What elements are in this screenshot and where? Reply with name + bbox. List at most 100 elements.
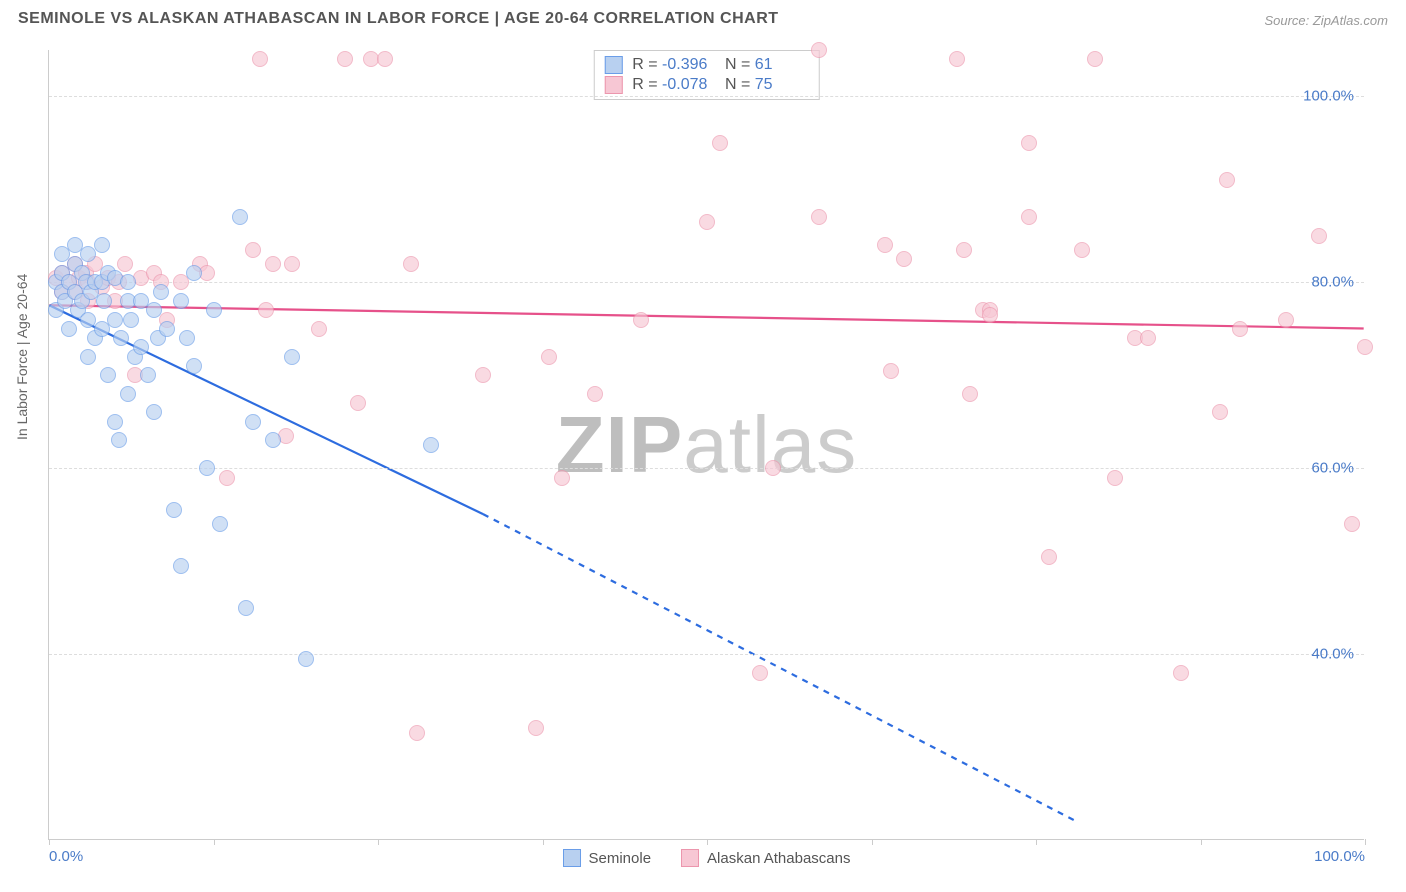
stats-text: R = -0.078 N = 75 xyxy=(632,76,808,94)
seminole-point xyxy=(298,651,314,667)
seminole-point xyxy=(166,502,182,518)
legend-swatch xyxy=(563,849,581,867)
alaskan-athabascans-point xyxy=(409,725,425,741)
alaskan-athabascans-point xyxy=(811,209,827,225)
alaskan-athabascans-point xyxy=(1311,228,1327,244)
legend-label: Alaskan Athabascans xyxy=(707,850,850,867)
alaskan-athabascans-point xyxy=(949,51,965,67)
seminole-point xyxy=(423,437,439,453)
seminole-point xyxy=(238,600,254,616)
alaskan-athabascans-point xyxy=(1173,665,1189,681)
x-tick xyxy=(378,839,379,845)
alaskan-athabascans-point xyxy=(765,460,781,476)
seminole-point xyxy=(120,386,136,402)
seminole-point xyxy=(100,367,116,383)
x-tick xyxy=(49,839,50,845)
alaskan-athabascans-point xyxy=(258,302,274,318)
alaskan-athabascans-point xyxy=(962,386,978,402)
x-tick xyxy=(1201,839,1202,845)
alaskan-athabascans-point xyxy=(1041,549,1057,565)
y-tick-label: 40.0% xyxy=(1311,646,1354,663)
seminole-point xyxy=(120,274,136,290)
y-tick-label: 60.0% xyxy=(1311,460,1354,477)
y-axis-label: In Labor Force | Age 20-64 xyxy=(14,274,30,440)
x-tick xyxy=(707,839,708,845)
alaskan-athabascans-point xyxy=(475,367,491,383)
source-attribution: Source: ZipAtlas.com xyxy=(1264,13,1388,28)
seminole-point xyxy=(111,432,127,448)
alaskan-athabascans-point xyxy=(265,256,281,272)
seminole-point xyxy=(96,293,112,309)
alaskan-athabascans-point xyxy=(1278,312,1294,328)
seminole-point xyxy=(153,284,169,300)
alaskan-athabascans-point xyxy=(1087,51,1103,67)
seminole-point xyxy=(232,209,248,225)
seminole-point xyxy=(146,302,162,318)
x-tick xyxy=(214,839,215,845)
seminole-point xyxy=(123,312,139,328)
seminole-point xyxy=(80,349,96,365)
legend-label: Seminole xyxy=(589,850,652,867)
alaskan-athabascans-point xyxy=(712,135,728,151)
alaskan-athabascans-point xyxy=(219,470,235,486)
seminole-point xyxy=(107,414,123,430)
seminole-point xyxy=(107,312,123,328)
alaskan-athabascans-point xyxy=(982,307,998,323)
legend-swatch xyxy=(604,56,622,74)
alaskan-athabascans-point xyxy=(699,214,715,230)
seminole-point xyxy=(186,358,202,374)
alaskan-athabascans-point xyxy=(1212,404,1228,420)
legend-item: Alaskan Athabascans xyxy=(681,849,850,867)
alaskan-athabascans-point xyxy=(1140,330,1156,346)
stats-row: R = -0.078 N = 75 xyxy=(604,75,808,95)
seminole-point xyxy=(113,330,129,346)
seminole-point xyxy=(140,367,156,383)
alaskan-athabascans-point xyxy=(1357,339,1373,355)
gridline xyxy=(49,96,1364,97)
alaskan-athabascans-point xyxy=(311,321,327,337)
seminole-point xyxy=(179,330,195,346)
seminole-point xyxy=(199,460,215,476)
chart-plot-area: ZIPatlas R = -0.396 N = 61R = -0.078 N =… xyxy=(48,50,1364,840)
alaskan-athabascans-point xyxy=(1021,135,1037,151)
alaskan-athabascans-point xyxy=(1344,516,1360,532)
seminole-point xyxy=(146,404,162,420)
gridline xyxy=(49,654,1364,655)
alaskan-athabascans-point xyxy=(1107,470,1123,486)
alaskan-athabascans-point xyxy=(528,720,544,736)
alaskan-athabascans-point xyxy=(1074,242,1090,258)
alaskan-athabascans-point xyxy=(554,470,570,486)
alaskan-athabascans-point xyxy=(877,237,893,253)
alaskan-athabascans-point xyxy=(284,256,300,272)
alaskan-athabascans-point xyxy=(541,349,557,365)
x-tick-label: 0.0% xyxy=(49,848,83,865)
alaskan-athabascans-point xyxy=(633,312,649,328)
seminole-point xyxy=(61,321,77,337)
alaskan-athabascans-point xyxy=(587,386,603,402)
alaskan-athabascans-point xyxy=(883,363,899,379)
x-tick xyxy=(1036,839,1037,845)
x-tick xyxy=(543,839,544,845)
seminole-point xyxy=(159,321,175,337)
stats-row: R = -0.396 N = 61 xyxy=(604,55,808,75)
chart-title: SEMINOLE VS ALASKAN ATHABASCAN IN LABOR … xyxy=(18,10,779,28)
alaskan-athabascans-point xyxy=(350,395,366,411)
x-tick xyxy=(872,839,873,845)
legend-swatch xyxy=(681,849,699,867)
alaskan-athabascans-point xyxy=(896,251,912,267)
seminole-point xyxy=(206,302,222,318)
alaskan-athabascans-point xyxy=(117,256,133,272)
gridline xyxy=(49,282,1364,283)
seminole-point xyxy=(245,414,261,430)
alaskan-athabascans-point xyxy=(403,256,419,272)
alaskan-athabascans-point xyxy=(1021,209,1037,225)
alaskan-athabascans-point xyxy=(1219,172,1235,188)
watermark: ZIPatlas xyxy=(556,399,857,491)
seminole-point xyxy=(284,349,300,365)
x-tick-label: 100.0% xyxy=(1314,848,1365,865)
seminole-point xyxy=(94,237,110,253)
y-tick-label: 100.0% xyxy=(1303,88,1354,105)
legend-swatch xyxy=(604,76,622,94)
alaskan-athabascans-point xyxy=(337,51,353,67)
seminole-point xyxy=(186,265,202,281)
